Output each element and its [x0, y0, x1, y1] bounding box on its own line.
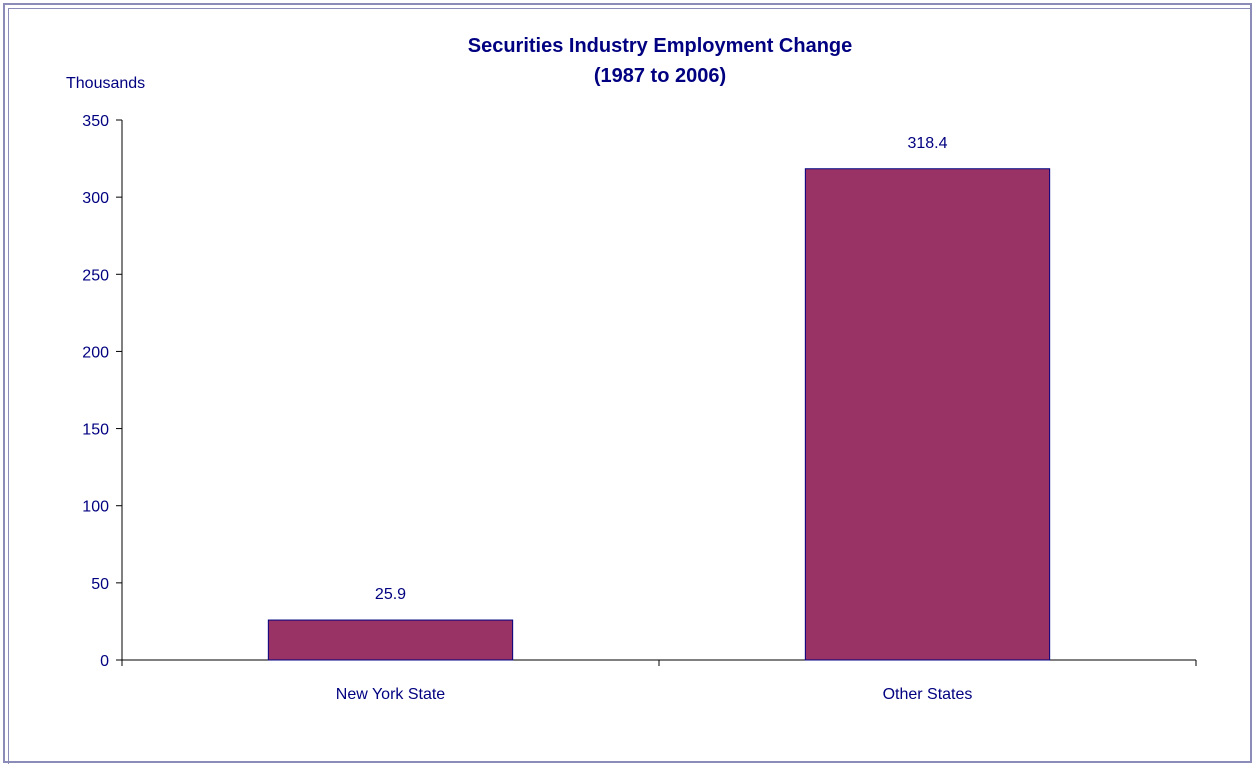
- y-tick-label: 350: [82, 113, 109, 130]
- y-tick-label: 50: [91, 576, 109, 593]
- y-tick-label: 300: [82, 190, 109, 207]
- bar: [804, 168, 1051, 661]
- x-tick-label: Other States: [883, 686, 973, 703]
- data-label: 25.9: [375, 586, 406, 603]
- data-label: 318.4: [907, 135, 947, 152]
- y-tick-label: 250: [82, 267, 109, 284]
- chart-frame-inner-border: [8, 8, 1251, 764]
- y-tick-label: 200: [82, 344, 109, 361]
- chart-subtitle: (1987 to 2006): [594, 65, 726, 87]
- y-tick-label: 100: [82, 499, 109, 516]
- plot-area: 0 50 100 150 200 250 300 350 25.9 New York State 3…: [82, 113, 1197, 703]
- chart-title: Securities Industry Employment Change: [468, 35, 853, 57]
- y-tick-label: 150: [82, 422, 109, 439]
- y-axis-label: Thousands: [66, 75, 145, 92]
- x-tick-label: New York State: [336, 686, 446, 703]
- chart-frame: [3, 3, 1252, 763]
- y-tick-label: 0: [100, 653, 109, 670]
- bar: [267, 619, 514, 661]
